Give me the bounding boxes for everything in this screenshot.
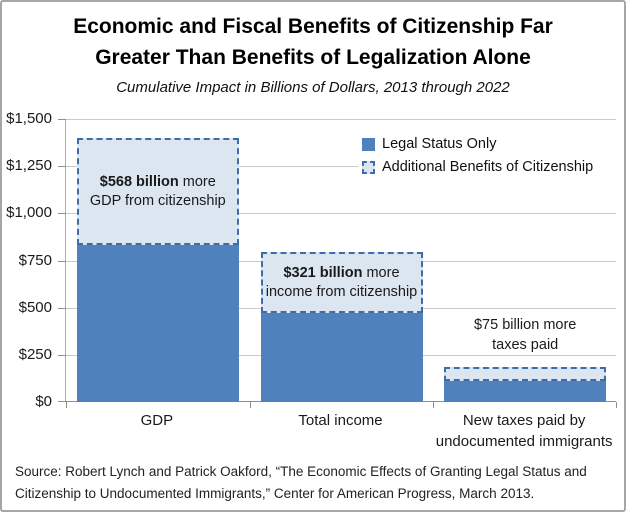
legend-label-additional-benefits: Additional Benefits of Citizenship [382, 159, 594, 175]
annotation-bold-value: $75 billion [473, 317, 540, 333]
legend-item-additional-benefits: Additional Benefits of Citizenship [362, 159, 616, 175]
y-tick [58, 261, 66, 262]
bar-new-taxes [444, 367, 607, 402]
y-tick [58, 213, 66, 214]
bar-new-taxes-annotation: $75 billion more taxes paid [444, 315, 606, 355]
chart-title-line-1: Economic and Fiscal Benefits of Citizens… [73, 15, 553, 38]
gridline [66, 213, 616, 214]
bar-gdp-additional-segment: $568 billion more GDP from citizenship [76, 138, 239, 245]
chart-title: Economic and Fiscal Benefits of Citizens… [2, 11, 624, 73]
y-axis-label: $1,500 [6, 110, 52, 127]
x-tick [66, 402, 67, 408]
y-axis-label: $500 [18, 299, 52, 316]
gridline [66, 119, 616, 120]
y-axis-label: $750 [18, 252, 52, 269]
bar-gdp: $568 billion more GDP from citizenship [76, 138, 239, 402]
annotation-line-1: $568 billion more [90, 173, 226, 192]
y-axis-label: $1,000 [6, 204, 52, 221]
bar-new-taxes-additional-segment [444, 367, 607, 381]
xaxis-label-total-income: Total income [298, 412, 383, 429]
annotation-line-2: income from citizenship [265, 283, 418, 300]
bar-gdp-annotation: $568 billion more GDP from citizenship [90, 173, 226, 211]
source-line-1: Source: Robert Lynch and Patrick Oakford… [15, 464, 587, 479]
chart-subtitle: Cumulative Impact in Billions of Dollars… [116, 79, 510, 96]
annotation-rest: more [539, 317, 577, 333]
y-tick [58, 119, 66, 120]
bar-total-income-base-segment [260, 313, 423, 402]
annotation-line-2: taxes paid [492, 337, 559, 353]
annotation-bold-value: $321 billion [283, 264, 363, 281]
annotation-line-1: $75 billion more [444, 315, 606, 335]
xaxis-label-new-taxes: New taxes paid by undocumented immigrant… [435, 412, 613, 450]
bar-new-taxes-base-segment [444, 381, 607, 402]
legend-item-legal-status-only: Legal Status Only [362, 136, 616, 152]
y-axis-label: $1,250 [6, 157, 52, 174]
bar-gdp-base-segment [76, 245, 239, 402]
dashed-square-icon [362, 160, 375, 174]
y-axis-label: $250 [18, 346, 52, 363]
annotation-line-2: GDP from citizenship [89, 192, 226, 209]
annotation-rest: more [178, 173, 216, 190]
legend-label-legal-status-only: Legal Status Only [382, 136, 497, 152]
xaxis-label-gdp: GDP [140, 412, 174, 429]
y-tick [58, 166, 66, 167]
y-tick [58, 308, 66, 309]
solid-square-icon [362, 137, 375, 151]
x-tick [433, 402, 434, 408]
y-tick [58, 355, 66, 356]
gridline [66, 166, 616, 167]
annotation-line-1: $321 billion more [266, 264, 418, 283]
x-tick [616, 402, 617, 408]
annotation-bold-value: $568 billion [99, 173, 179, 190]
bar-total-income-additional-segment: $321 billion more income from citizenshi… [260, 252, 423, 313]
annotation-rest: more [362, 264, 400, 281]
bar-total-income: $321 billion more income from citizenshi… [260, 252, 423, 402]
plot-area: $568 billion more GDP from citizenship $… [58, 119, 617, 408]
y-axis-label: $0 [35, 393, 52, 410]
legend: Legal Status Only Additional Benefits of… [358, 125, 616, 186]
source-note: Source: Robert Lynch and Patrick Oakford… [15, 461, 615, 505]
x-tick [250, 402, 251, 408]
bar-total-income-annotation: $321 billion more income from citizenshi… [266, 264, 418, 302]
source-line-2: Citizenship to Undocumented Immigrants,”… [15, 486, 535, 501]
chart-title-line-2: Greater Than Benefits of Legalization Al… [95, 46, 531, 69]
y-tick [58, 401, 66, 402]
